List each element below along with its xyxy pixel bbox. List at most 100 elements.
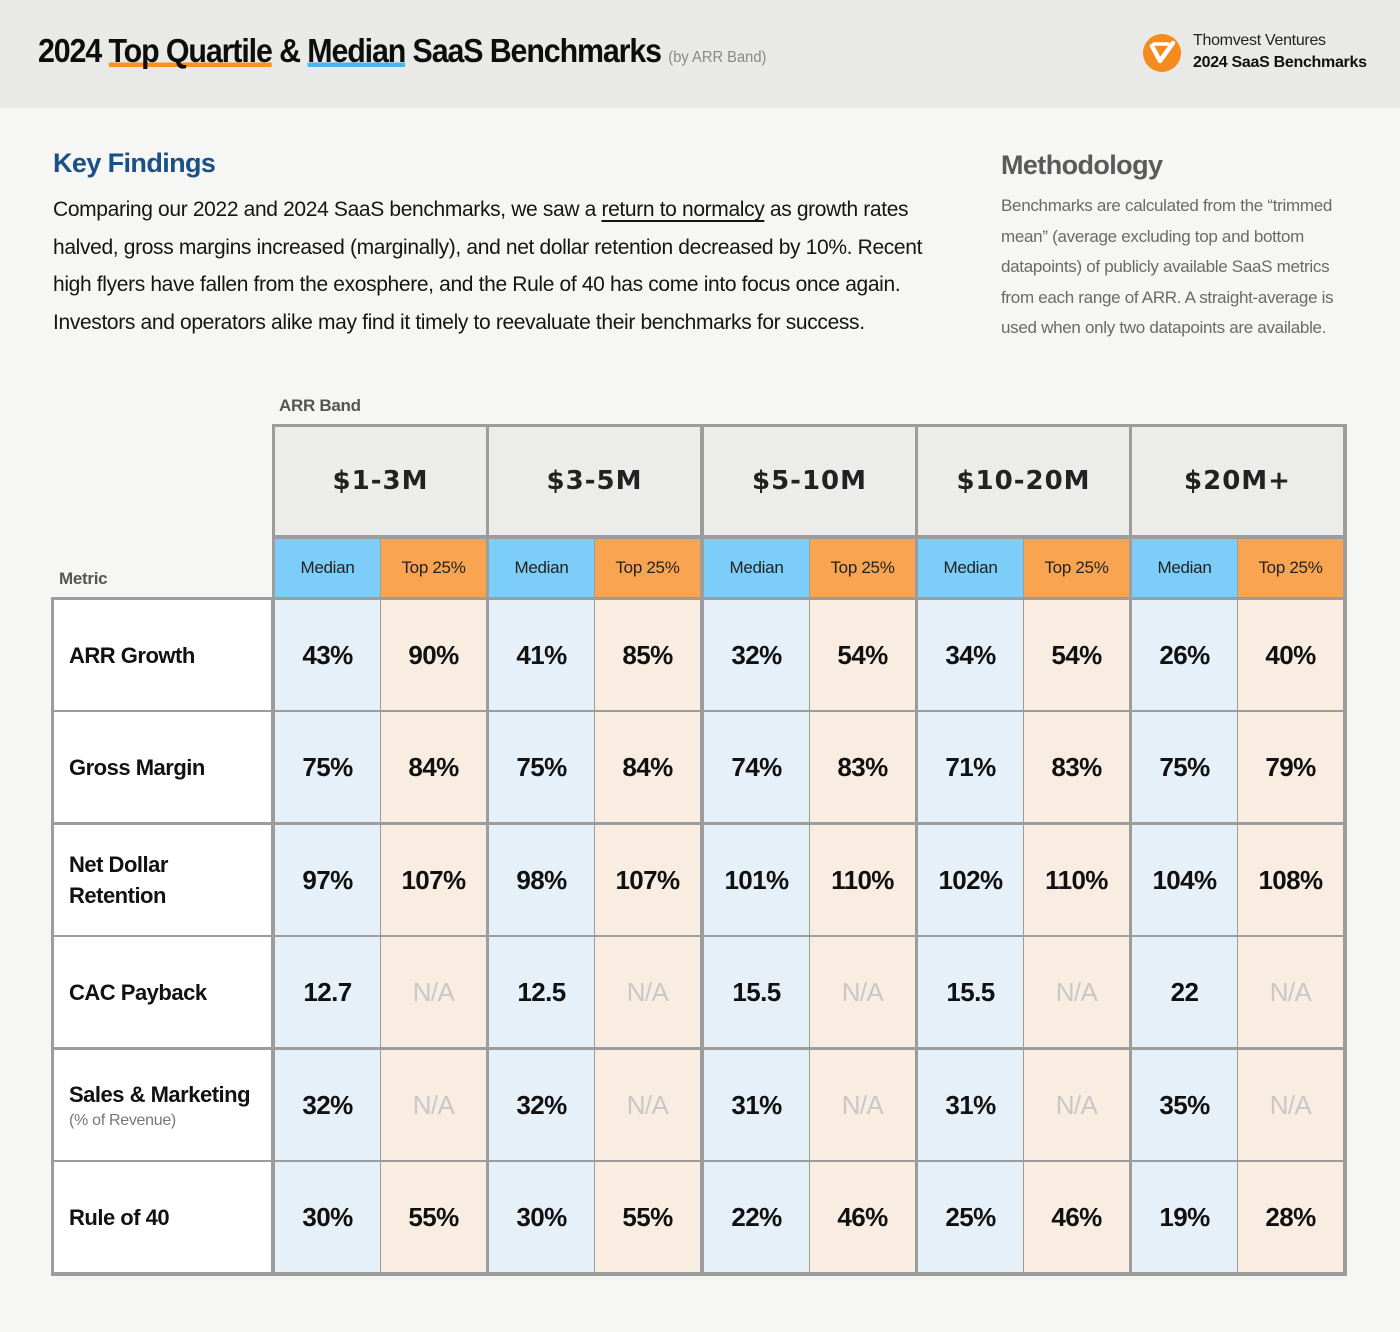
table-cell: N/A xyxy=(810,937,915,1047)
metric-name: Net Dollar Retention xyxy=(69,852,168,908)
median-subheader: Median xyxy=(704,539,809,597)
table-cell: N/A xyxy=(595,1050,700,1160)
metric-name: Sales & Marketing xyxy=(69,1081,251,1107)
table-cell: 40% xyxy=(1238,600,1343,710)
arr-band-header: $3-5M xyxy=(489,427,700,535)
table-cell: 85% xyxy=(595,600,700,710)
median-subheader: Median xyxy=(918,539,1023,597)
table-cell: 31% xyxy=(918,1050,1023,1160)
table-cell: N/A xyxy=(1238,1050,1343,1160)
table-row-label: Rule of 40 xyxy=(54,1162,271,1272)
table-cell: 43% xyxy=(275,600,380,710)
table-cell: 28% xyxy=(1238,1162,1343,1272)
table-cell: 102% xyxy=(918,825,1023,935)
table-cell: 98% xyxy=(489,825,594,935)
key-findings-title: Key Findings xyxy=(53,148,216,178)
table-cell: 108% xyxy=(1238,825,1343,935)
table-cell: 12.7 xyxy=(275,937,380,1047)
table-cell: 90% xyxy=(381,600,486,710)
table-cell: 54% xyxy=(810,600,915,710)
brand-subtitle: 2024 SaaS Benchmarks xyxy=(1193,54,1367,71)
methodology-title: Methodology xyxy=(1001,150,1163,180)
table-cell: 30% xyxy=(489,1162,594,1272)
table-cell: N/A xyxy=(810,1050,915,1160)
table-row-label: CAC Payback xyxy=(54,937,271,1047)
table-cell: 25% xyxy=(918,1162,1023,1272)
table-cell: N/A xyxy=(1024,937,1129,1047)
table-row-label: Gross Margin xyxy=(54,712,271,822)
title-subtitle: (by ARR Band) xyxy=(668,49,767,66)
title-top-quartile: Top Quartile xyxy=(108,32,273,69)
table-cell: 15.5 xyxy=(918,937,1023,1047)
key-findings-body: Comparing our 2022 and 2024 SaaS benchma… xyxy=(53,198,923,334)
table-row-label: ARR Growth xyxy=(54,600,271,710)
top25-subheader: Top 25% xyxy=(381,539,486,597)
median-subheader: Median xyxy=(275,539,380,597)
table-cell: 104% xyxy=(1132,825,1237,935)
table-cell: 71% xyxy=(918,712,1023,822)
table-cell: 84% xyxy=(381,712,486,822)
return-to-normalcy-text: return to normalcy xyxy=(601,198,765,221)
table-row-label: Net Dollar Retention xyxy=(54,825,271,935)
top25-subheader: Top 25% xyxy=(1024,539,1129,597)
table-cell: 54% xyxy=(1024,600,1129,710)
metric-column-label: Metric xyxy=(59,569,108,588)
table-cell: 22% xyxy=(704,1162,809,1272)
table-cell: 107% xyxy=(381,825,486,935)
methodology-body: Benchmarks are calculated from the “trim… xyxy=(1001,196,1334,337)
arr-band-header: $1-3M xyxy=(275,427,486,535)
table-cell: 74% xyxy=(704,712,809,822)
table-cell: N/A xyxy=(381,1050,486,1160)
metric-name: CAC Payback xyxy=(69,979,207,1005)
table-cell: 55% xyxy=(595,1162,700,1272)
metric-name: Gross Margin xyxy=(69,754,205,780)
table-cell: 35% xyxy=(1132,1050,1237,1160)
table-cell: 97% xyxy=(275,825,380,935)
top25-subheader: Top 25% xyxy=(810,539,915,597)
table-cell: 12.5 xyxy=(489,937,594,1047)
table-cell: N/A xyxy=(381,937,486,1047)
table-cell: 107% xyxy=(595,825,700,935)
median-subheader: Median xyxy=(1132,539,1237,597)
arr-band-header: $20M+ xyxy=(1132,427,1343,535)
table-cell: 30% xyxy=(275,1162,380,1272)
table-cell: 31% xyxy=(704,1050,809,1160)
table-cell: 19% xyxy=(1132,1162,1237,1272)
table-cell: 32% xyxy=(489,1050,594,1160)
table-cell: 75% xyxy=(275,712,380,822)
table-cell: 32% xyxy=(275,1050,380,1160)
table-cell: N/A xyxy=(1238,937,1343,1047)
arr-band-label: ARR Band xyxy=(279,396,361,415)
top25-subheader: Top 25% xyxy=(595,539,700,597)
metric-name: ARR Growth xyxy=(69,642,195,668)
table-cell: 110% xyxy=(810,825,915,935)
table-cell: N/A xyxy=(595,937,700,1047)
page-title: 2024 Top Quartile & Median SaaS Benchmar… xyxy=(38,32,767,69)
table-cell: 46% xyxy=(810,1162,915,1272)
table-cell: 22 xyxy=(1132,937,1237,1047)
table-cell: N/A xyxy=(1024,1050,1129,1160)
table-row-label: Sales & Marketing (% of Revenue) xyxy=(54,1050,271,1160)
table-cell: 101% xyxy=(704,825,809,935)
metric-name: Rule of 40 xyxy=(69,1204,170,1230)
metric-note: (% of Revenue) xyxy=(69,1111,176,1129)
table-cell: 84% xyxy=(595,712,700,822)
thomvest-logo-icon xyxy=(1143,34,1181,72)
table-cell: 110% xyxy=(1024,825,1129,935)
table-cell: 26% xyxy=(1132,600,1237,710)
table-cell: 55% xyxy=(381,1162,486,1272)
arr-band-header: $5-10M xyxy=(704,427,915,535)
table-cell: 41% xyxy=(489,600,594,710)
table-cell: 83% xyxy=(1024,712,1129,822)
table-cell: 83% xyxy=(810,712,915,822)
table-cell: 75% xyxy=(1132,712,1237,822)
table-cell: 15.5 xyxy=(704,937,809,1047)
table-cell: 32% xyxy=(704,600,809,710)
median-subheader: Median xyxy=(489,539,594,597)
table-cell: 75% xyxy=(489,712,594,822)
title-median: Median xyxy=(307,32,406,69)
brand-name: Thomvest Ventures xyxy=(1193,32,1326,49)
arr-band-header: $10-20M xyxy=(918,427,1129,535)
table-cell: 46% xyxy=(1024,1162,1129,1272)
top25-subheader: Top 25% xyxy=(1238,539,1343,597)
